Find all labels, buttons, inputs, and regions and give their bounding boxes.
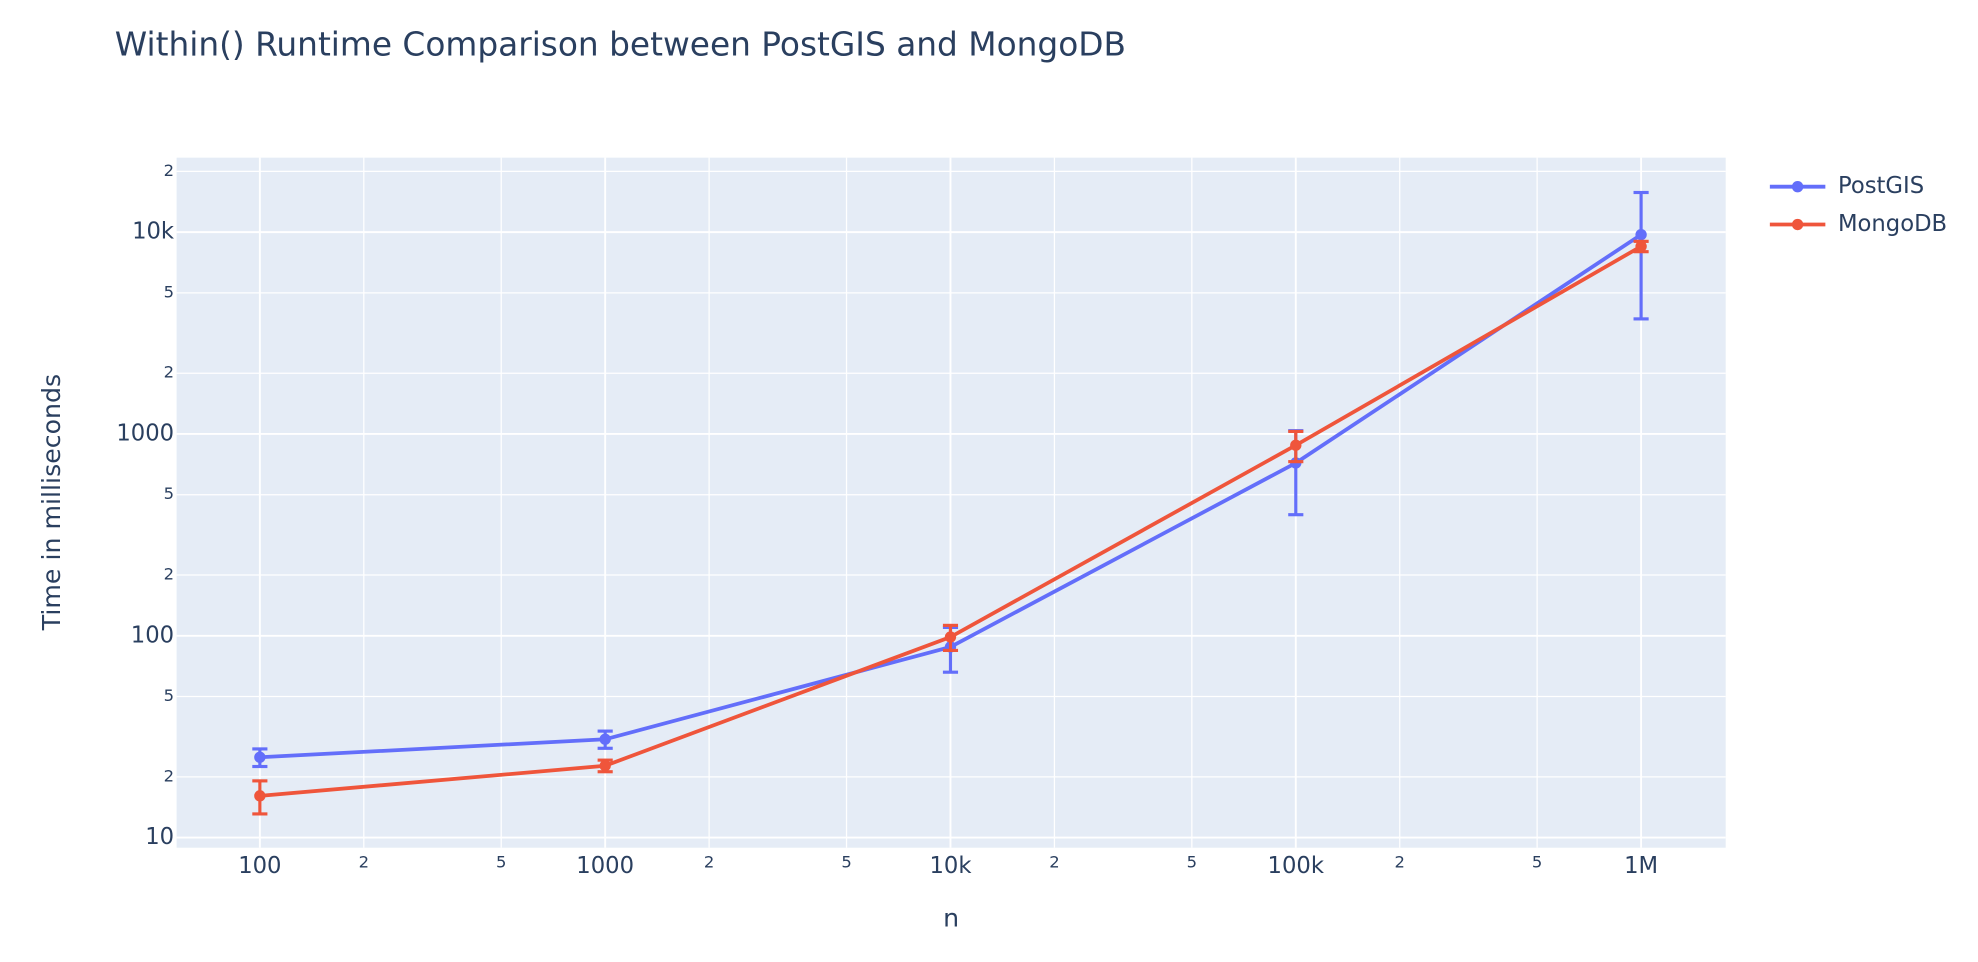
- y-tick-label: 2: [164, 766, 174, 785]
- point: [1635, 240, 1647, 253]
- point: [944, 631, 957, 643]
- y-tick-label: 10: [145, 824, 174, 850]
- x-tick-label: 5: [1532, 852, 1542, 871]
- x-tick-label: 5: [496, 852, 506, 871]
- point: [254, 790, 266, 802]
- x-tick-label: 2: [704, 852, 714, 871]
- y-tick-label: 2: [164, 363, 174, 382]
- point: [599, 733, 611, 745]
- point: [1635, 228, 1647, 241]
- y-tick-label: 1000: [116, 420, 174, 446]
- chart-title: Within() Runtime Comparison between Post…: [115, 26, 1126, 64]
- legend-marker: [1791, 218, 1804, 231]
- x-tick-label: 10k: [929, 853, 972, 879]
- x-axis-title: n: [943, 904, 959, 933]
- series: [252, 239, 1649, 816]
- legend-label: PostGIS: [1838, 173, 1924, 199]
- x-tick-label: 2: [359, 852, 369, 871]
- x-tick-label: 100: [238, 853, 281, 879]
- x-tick-label: 2: [1395, 852, 1405, 871]
- y-tick-label: 10k: [132, 219, 175, 245]
- y-axis-title: Time in milliseconds: [37, 374, 66, 631]
- legend-marker: [1791, 181, 1804, 193]
- marks: [252, 190, 1649, 816]
- y-tick-label: 2: [164, 565, 174, 584]
- x-tick-label: 5: [841, 852, 851, 871]
- x-tick-label: 5: [1187, 852, 1197, 871]
- y-tick-label: 100: [131, 622, 174, 648]
- y-tick-label: 2: [164, 161, 174, 180]
- x-tick-label: 100k: [1268, 853, 1325, 879]
- point: [1290, 439, 1302, 451]
- error-bar: [1633, 190, 1649, 321]
- y-tick-label: 5: [164, 282, 174, 301]
- x-tick-label: 2: [1049, 852, 1059, 871]
- x-tick-label: 1M: [1624, 853, 1658, 879]
- y-tick-label: 5: [164, 484, 174, 503]
- point: [254, 751, 266, 763]
- point: [599, 760, 611, 772]
- y-tick-label: 5: [164, 686, 174, 705]
- x-tick-label: 1000: [576, 853, 634, 879]
- legend: PostGIS MongoDB: [1769, 173, 1947, 237]
- legend-label: MongoDB: [1838, 211, 1947, 237]
